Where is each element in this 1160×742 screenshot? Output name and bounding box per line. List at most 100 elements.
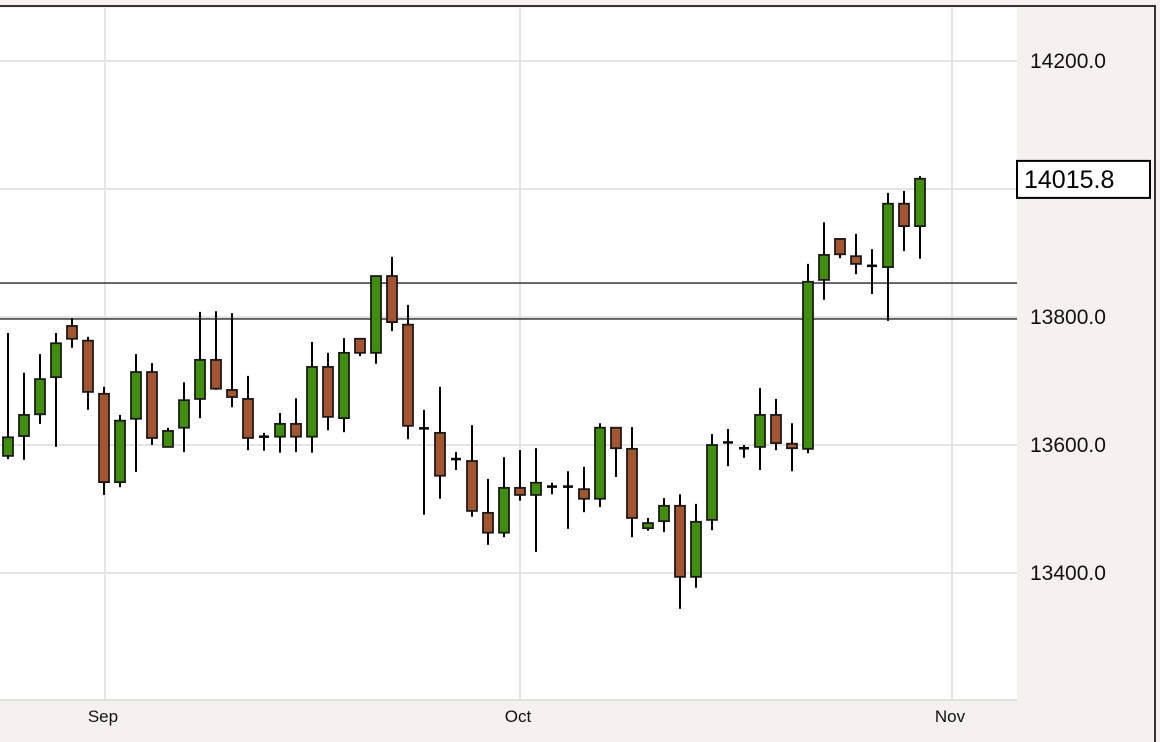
- candle: [338, 338, 350, 433]
- candle-body-down: [226, 389, 238, 398]
- candle-body-down: [290, 422, 302, 438]
- y-tick-label: 14200.0: [1030, 50, 1106, 73]
- candle-body-down: [82, 339, 94, 393]
- candle: [739, 445, 749, 458]
- candle: [2, 333, 14, 460]
- candle: [530, 448, 542, 552]
- candle: [226, 313, 238, 408]
- x-tick-label: Sep: [88, 707, 118, 726]
- candle-body-down: [626, 447, 638, 519]
- candle: [162, 427, 174, 448]
- candle-body-down: [98, 392, 110, 484]
- candle: [690, 503, 702, 588]
- candle: [178, 382, 190, 453]
- candle-body-up: [18, 414, 30, 437]
- candle-body-down: [850, 255, 862, 265]
- candle-body-down: [402, 323, 414, 427]
- candle: [34, 354, 46, 424]
- candle: [114, 414, 126, 488]
- candle-body-up: [34, 378, 46, 416]
- candle: [882, 192, 894, 321]
- candle: [370, 275, 382, 364]
- candle-body-up: [658, 504, 670, 523]
- candles: [2, 176, 926, 609]
- candle: [594, 423, 606, 508]
- candle-body-up: [130, 371, 142, 420]
- x-tick-label: Nov: [935, 707, 966, 726]
- candle: [274, 413, 286, 453]
- candle: [210, 311, 222, 390]
- last-price-label: 14015.8: [1024, 166, 1114, 194]
- candle: [834, 238, 846, 259]
- candle-body-up: [114, 419, 126, 484]
- candle-body-down: [322, 366, 334, 418]
- candle: [322, 352, 334, 431]
- candle: [898, 190, 910, 252]
- candle-body-up: [370, 275, 382, 354]
- candle-body-up: [642, 522, 654, 530]
- candle: [642, 517, 654, 531]
- candle-body-up: [882, 202, 894, 268]
- candle-body-down: [146, 371, 158, 439]
- candle-body-up: [50, 342, 62, 379]
- candle-body-up: [274, 422, 286, 438]
- candle: [482, 478, 494, 545]
- candle: [914, 176, 926, 259]
- candle: [306, 341, 318, 453]
- candle: [770, 398, 782, 451]
- candle: [514, 450, 526, 501]
- candle: [354, 337, 366, 357]
- y-tick-label: 13800.0: [1030, 306, 1106, 329]
- last-price-marker: 14015.8: [1016, 159, 1151, 199]
- candle-body-down: [578, 488, 590, 500]
- candle: [610, 426, 622, 477]
- candle: [66, 318, 78, 348]
- candle-body-down: [834, 238, 846, 256]
- candle: [802, 263, 814, 454]
- candle: [723, 429, 733, 467]
- candle-body-up: [498, 486, 510, 534]
- candle-body-down: [514, 486, 526, 496]
- candle-body-down: [786, 442, 798, 450]
- candle-body-down: [466, 460, 478, 512]
- candle: [706, 434, 718, 531]
- candle: [626, 427, 638, 538]
- candle-body-up: [914, 177, 926, 228]
- candle-body-down: [674, 504, 686, 578]
- candle: [658, 498, 670, 533]
- candle: [402, 304, 414, 440]
- last-price-box: [1016, 159, 1151, 199]
- candle-body-down: [386, 275, 398, 324]
- candle: [290, 398, 302, 453]
- y-tick-label: 13600.0: [1030, 434, 1106, 457]
- candle-body-up: [306, 366, 318, 438]
- candle-body-up: [2, 436, 14, 457]
- candle: [674, 494, 686, 609]
- candle: [547, 482, 557, 495]
- candle: [786, 423, 798, 472]
- candle-body-down: [210, 358, 222, 390]
- candle: [242, 375, 254, 451]
- candle: [386, 256, 398, 332]
- candle-body-up: [690, 520, 702, 578]
- candle: [50, 333, 62, 447]
- candle-body-up: [162, 430, 174, 448]
- candle: [419, 409, 429, 515]
- candle-body-up: [802, 280, 814, 450]
- candle-body-down: [242, 398, 254, 439]
- candle-body-up: [194, 358, 206, 400]
- candle: [434, 386, 446, 499]
- candle-body-up: [706, 444, 718, 521]
- candle: [82, 336, 94, 410]
- y-axis: 14200.0 13800.0 13600.0 13400.0: [1030, 50, 1106, 585]
- candle: [850, 233, 862, 275]
- candle-body-down: [770, 414, 782, 444]
- y-tick-label: 13400.0: [1030, 562, 1106, 585]
- candle: [563, 471, 573, 529]
- candle: [130, 354, 142, 472]
- candle-body-up: [338, 351, 350, 420]
- x-axis: Sep Oct Nov: [88, 707, 966, 726]
- horizontal-lines: [0, 282, 1017, 320]
- candle-body-down: [610, 426, 622, 450]
